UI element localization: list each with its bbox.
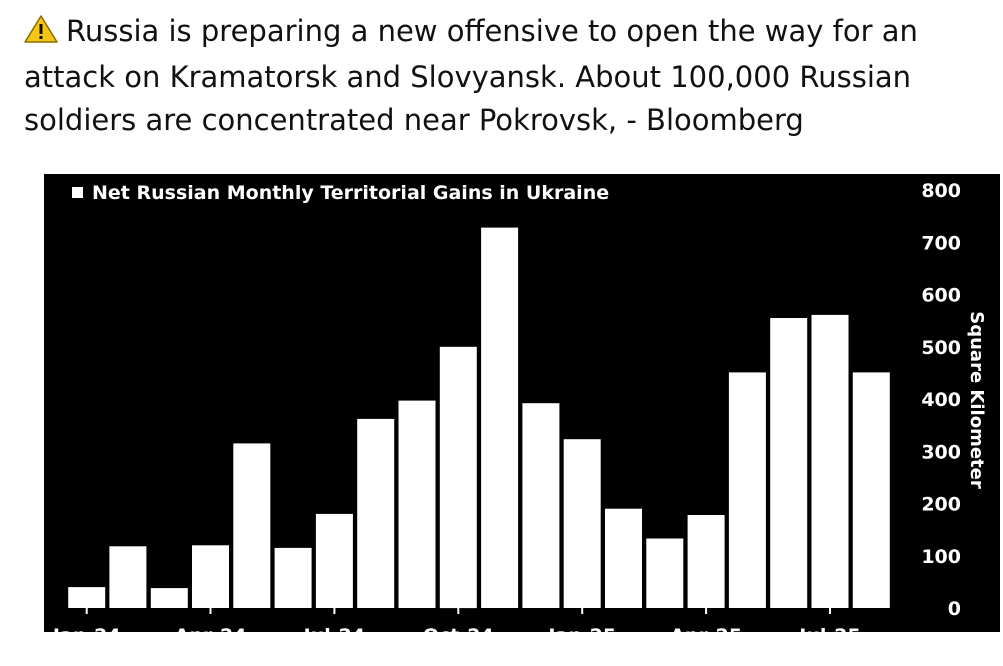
bar-dec-24 (522, 403, 560, 608)
bar-mar-24 (150, 588, 188, 608)
bar-jan-24 (68, 587, 106, 608)
bar-jun-24 (274, 547, 312, 608)
y-tick-label: 200 (921, 494, 961, 516)
x-tick-label: Apr-24 (174, 625, 246, 647)
y-tick-label: 500 (921, 337, 961, 359)
y-tick-label: 800 (921, 180, 961, 202)
x-tick-label: Jan-24 (51, 625, 121, 647)
bar-aug-25 (852, 372, 890, 608)
y-tick-label: 700 (921, 232, 961, 254)
y-tick-label: 100 (921, 546, 961, 568)
title-marker (72, 187, 83, 198)
post-text: Russia is preparing a new offensive to o… (24, 10, 994, 142)
x-tick-label: Jul-24 (302, 625, 365, 647)
bar-apr-24 (192, 545, 229, 608)
bar-may-24 (233, 443, 271, 608)
bar-jun-25 (770, 318, 808, 608)
x-tick-label: Jan-25 (546, 625, 616, 647)
bar-aug-24 (357, 418, 395, 608)
y-tick-label: 400 (921, 389, 961, 411)
bar-jan-25 (563, 439, 601, 608)
bar-jul-24 (315, 513, 353, 608)
post-body: Russia is preparing a new offensive to o… (24, 14, 918, 137)
bar-jul-25 (811, 314, 849, 608)
bar-feb-25 (605, 508, 642, 608)
bar-feb-24 (109, 546, 147, 608)
warning-icon (24, 13, 58, 56)
y-tick-label: 0 (948, 598, 961, 620)
x-tick-label: Oct-24 (423, 625, 494, 647)
bar-may-25 (728, 372, 766, 608)
bar-oct-24 (439, 346, 477, 609)
x-tick-label: Jul-25 (797, 625, 860, 647)
bar-mar-25 (646, 538, 684, 608)
y-axis-label: Square Kilometer (966, 311, 987, 489)
bar-sep-24 (398, 400, 436, 608)
y-tick-label: 600 (921, 285, 961, 307)
territorial-gains-chart: 0 100 200 300 400 500 600 700 800 Jan-24 Apr-24 Ju… (0, 150, 1003, 662)
x-tick-label: Apr-25 (670, 625, 742, 647)
bar-nov-24 (481, 227, 519, 608)
bar-apr-25 (687, 515, 725, 608)
chart-svg: 0 100 200 300 400 500 600 700 800 Jan-24 Apr-24 Ju… (44, 174, 1000, 647)
chart-title: Net Russian Monthly Territorial Gains in… (92, 182, 609, 204)
y-tick-label: 300 (921, 441, 961, 463)
